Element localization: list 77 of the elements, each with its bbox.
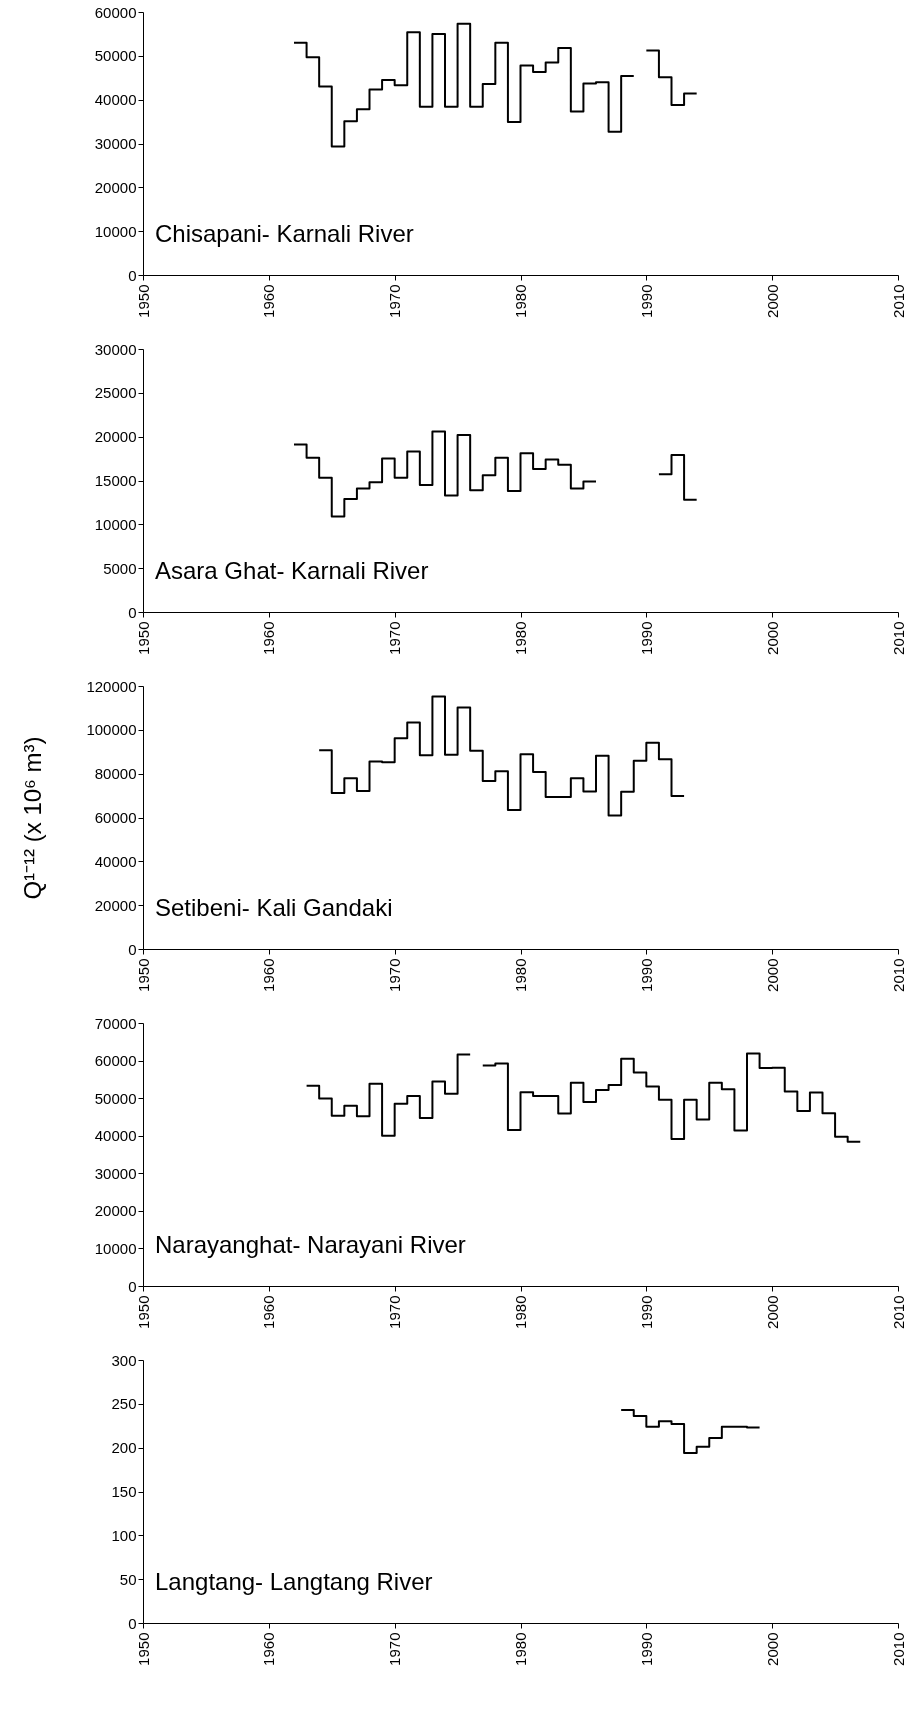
y-tick-label: 10000 xyxy=(94,222,137,240)
y-tick-label: 20000 xyxy=(94,178,137,196)
annotation: Setibeni- Kali Gandaki xyxy=(155,894,393,921)
x-tick-label: 2010 xyxy=(889,1632,907,1666)
y-tick-label: 80000 xyxy=(94,765,137,783)
x-tick-label: 2000 xyxy=(763,958,781,992)
y-tick-label: 70000 xyxy=(94,1014,137,1032)
x-tick-label: 2000 xyxy=(763,284,781,318)
x-tick-label: 1950 xyxy=(134,1632,152,1666)
y-tick-label: 200 xyxy=(111,1439,137,1457)
x-tick-label: 1990 xyxy=(637,284,655,318)
y-tick-label: 0 xyxy=(128,266,137,284)
y-tick-label: 10000 xyxy=(94,515,137,533)
x-tick-label: 1980 xyxy=(512,284,529,318)
y-tick-label: 100 xyxy=(111,1526,137,1544)
y-tick-label: 0 xyxy=(128,940,137,958)
y-tick-label: 40000 xyxy=(94,91,137,109)
x-tick-label: 2010 xyxy=(889,958,907,992)
y-tick-label: 20000 xyxy=(94,1202,137,1220)
x-tick-label: 1990 xyxy=(637,1295,655,1329)
x-tick-label: 2010 xyxy=(889,284,907,318)
x-tick-label: 1980 xyxy=(512,621,529,655)
annotation: Langtang- Langtang River xyxy=(155,1568,433,1595)
y-tick-label: 25000 xyxy=(94,384,137,402)
x-tick-label: 1960 xyxy=(260,621,278,655)
x-tick-label: 1970 xyxy=(386,1295,404,1329)
y-tick-label: 30000 xyxy=(94,135,137,152)
annotation: Narayanghat- Narayani River xyxy=(155,1231,466,1258)
y-tick-label: 50 xyxy=(119,1570,137,1588)
y-tick-label: 30000 xyxy=(94,1164,137,1182)
y-tick-label: 50000 xyxy=(94,1089,137,1107)
y-tick-label: 5000 xyxy=(103,559,137,577)
x-tick-label: 1950 xyxy=(134,1295,152,1329)
x-tick-label: 1960 xyxy=(260,1295,278,1329)
y-axis-title: Q¹⁻¹² (x 10⁶ m³) xyxy=(19,736,47,900)
y-tick-label: 20000 xyxy=(94,428,137,446)
y-tick-label: 20000 xyxy=(94,896,137,914)
x-tick-label: 1970 xyxy=(386,621,404,655)
y-tick-label: 0 xyxy=(128,603,137,621)
x-tick-label: 1960 xyxy=(260,958,278,992)
x-tick-label: 1980 xyxy=(512,958,529,992)
x-tick-label: 1990 xyxy=(637,1632,655,1666)
x-tick-label: 2010 xyxy=(889,621,907,655)
x-tick-label: 2000 xyxy=(763,1295,781,1329)
x-tick-label: 1950 xyxy=(134,621,152,655)
y-tick-label: 40000 xyxy=(94,852,137,870)
y-tick-label: 150 xyxy=(111,1483,137,1500)
x-tick-label: 2000 xyxy=(763,1632,781,1666)
annotation: Chisapani- Karnali River xyxy=(155,220,414,247)
x-tick-label: 1990 xyxy=(637,958,655,992)
x-tick-label: 1980 xyxy=(512,1632,529,1666)
x-tick-label: 2000 xyxy=(763,621,781,655)
y-tick-label: 120000 xyxy=(86,677,137,695)
y-tick-label: 250 xyxy=(111,1395,137,1413)
x-tick-label: 1980 xyxy=(512,1295,529,1329)
x-tick-label: 1950 xyxy=(134,284,152,318)
y-tick-label: 60000 xyxy=(94,3,137,21)
x-tick-label: 2010 xyxy=(889,1295,907,1329)
x-tick-label: 1970 xyxy=(386,284,404,318)
y-tick-label: 15000 xyxy=(94,472,137,489)
annotation: Asara Ghat- Karnali River xyxy=(155,557,429,584)
y-tick-label: 0 xyxy=(128,1277,137,1295)
y-tick-label: 60000 xyxy=(94,1052,137,1070)
x-tick-label: 1960 xyxy=(260,284,278,318)
y-tick-label: 0 xyxy=(128,1614,137,1632)
x-tick-label: 1970 xyxy=(386,1632,404,1666)
y-tick-label: 10000 xyxy=(94,1239,137,1257)
y-tick-label: 40000 xyxy=(94,1127,137,1145)
y-tick-label: 100000 xyxy=(86,721,137,739)
y-tick-label: 300 xyxy=(111,1351,137,1369)
y-tick-label: 60000 xyxy=(94,809,137,826)
y-tick-label: 50000 xyxy=(94,47,137,65)
x-tick-label: 1990 xyxy=(637,621,655,655)
x-tick-label: 1960 xyxy=(260,1632,278,1666)
x-tick-label: 1970 xyxy=(386,958,404,992)
x-tick-label: 1950 xyxy=(134,958,152,992)
y-tick-label: 30000 xyxy=(94,340,137,358)
